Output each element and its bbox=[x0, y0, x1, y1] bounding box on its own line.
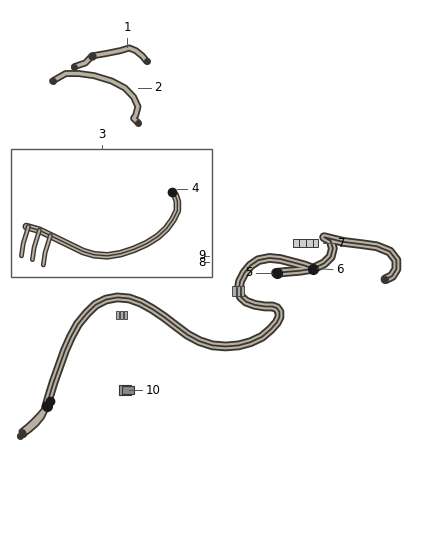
Text: 2: 2 bbox=[155, 82, 162, 94]
Bar bbox=[241, 286, 244, 296]
Bar bbox=[124, 311, 127, 319]
Text: 9: 9 bbox=[198, 249, 206, 262]
Text: 10: 10 bbox=[146, 384, 161, 397]
Text: 4: 4 bbox=[191, 182, 198, 195]
Bar bbox=[313, 239, 318, 247]
Text: 3: 3 bbox=[98, 128, 105, 141]
Text: 7: 7 bbox=[338, 237, 345, 249]
Bar bbox=[122, 386, 134, 394]
Bar bbox=[306, 239, 313, 247]
Bar bbox=[237, 286, 240, 296]
Text: 1: 1 bbox=[123, 21, 131, 34]
Bar bbox=[119, 385, 131, 395]
Text: 6: 6 bbox=[336, 263, 344, 276]
Bar bbox=[300, 239, 306, 247]
Bar bbox=[232, 286, 236, 296]
Bar bbox=[11, 149, 212, 277]
Bar bbox=[120, 311, 123, 319]
Bar bbox=[116, 311, 119, 319]
Text: 8: 8 bbox=[198, 256, 206, 269]
Bar bbox=[293, 239, 299, 247]
Text: 5: 5 bbox=[245, 266, 252, 279]
